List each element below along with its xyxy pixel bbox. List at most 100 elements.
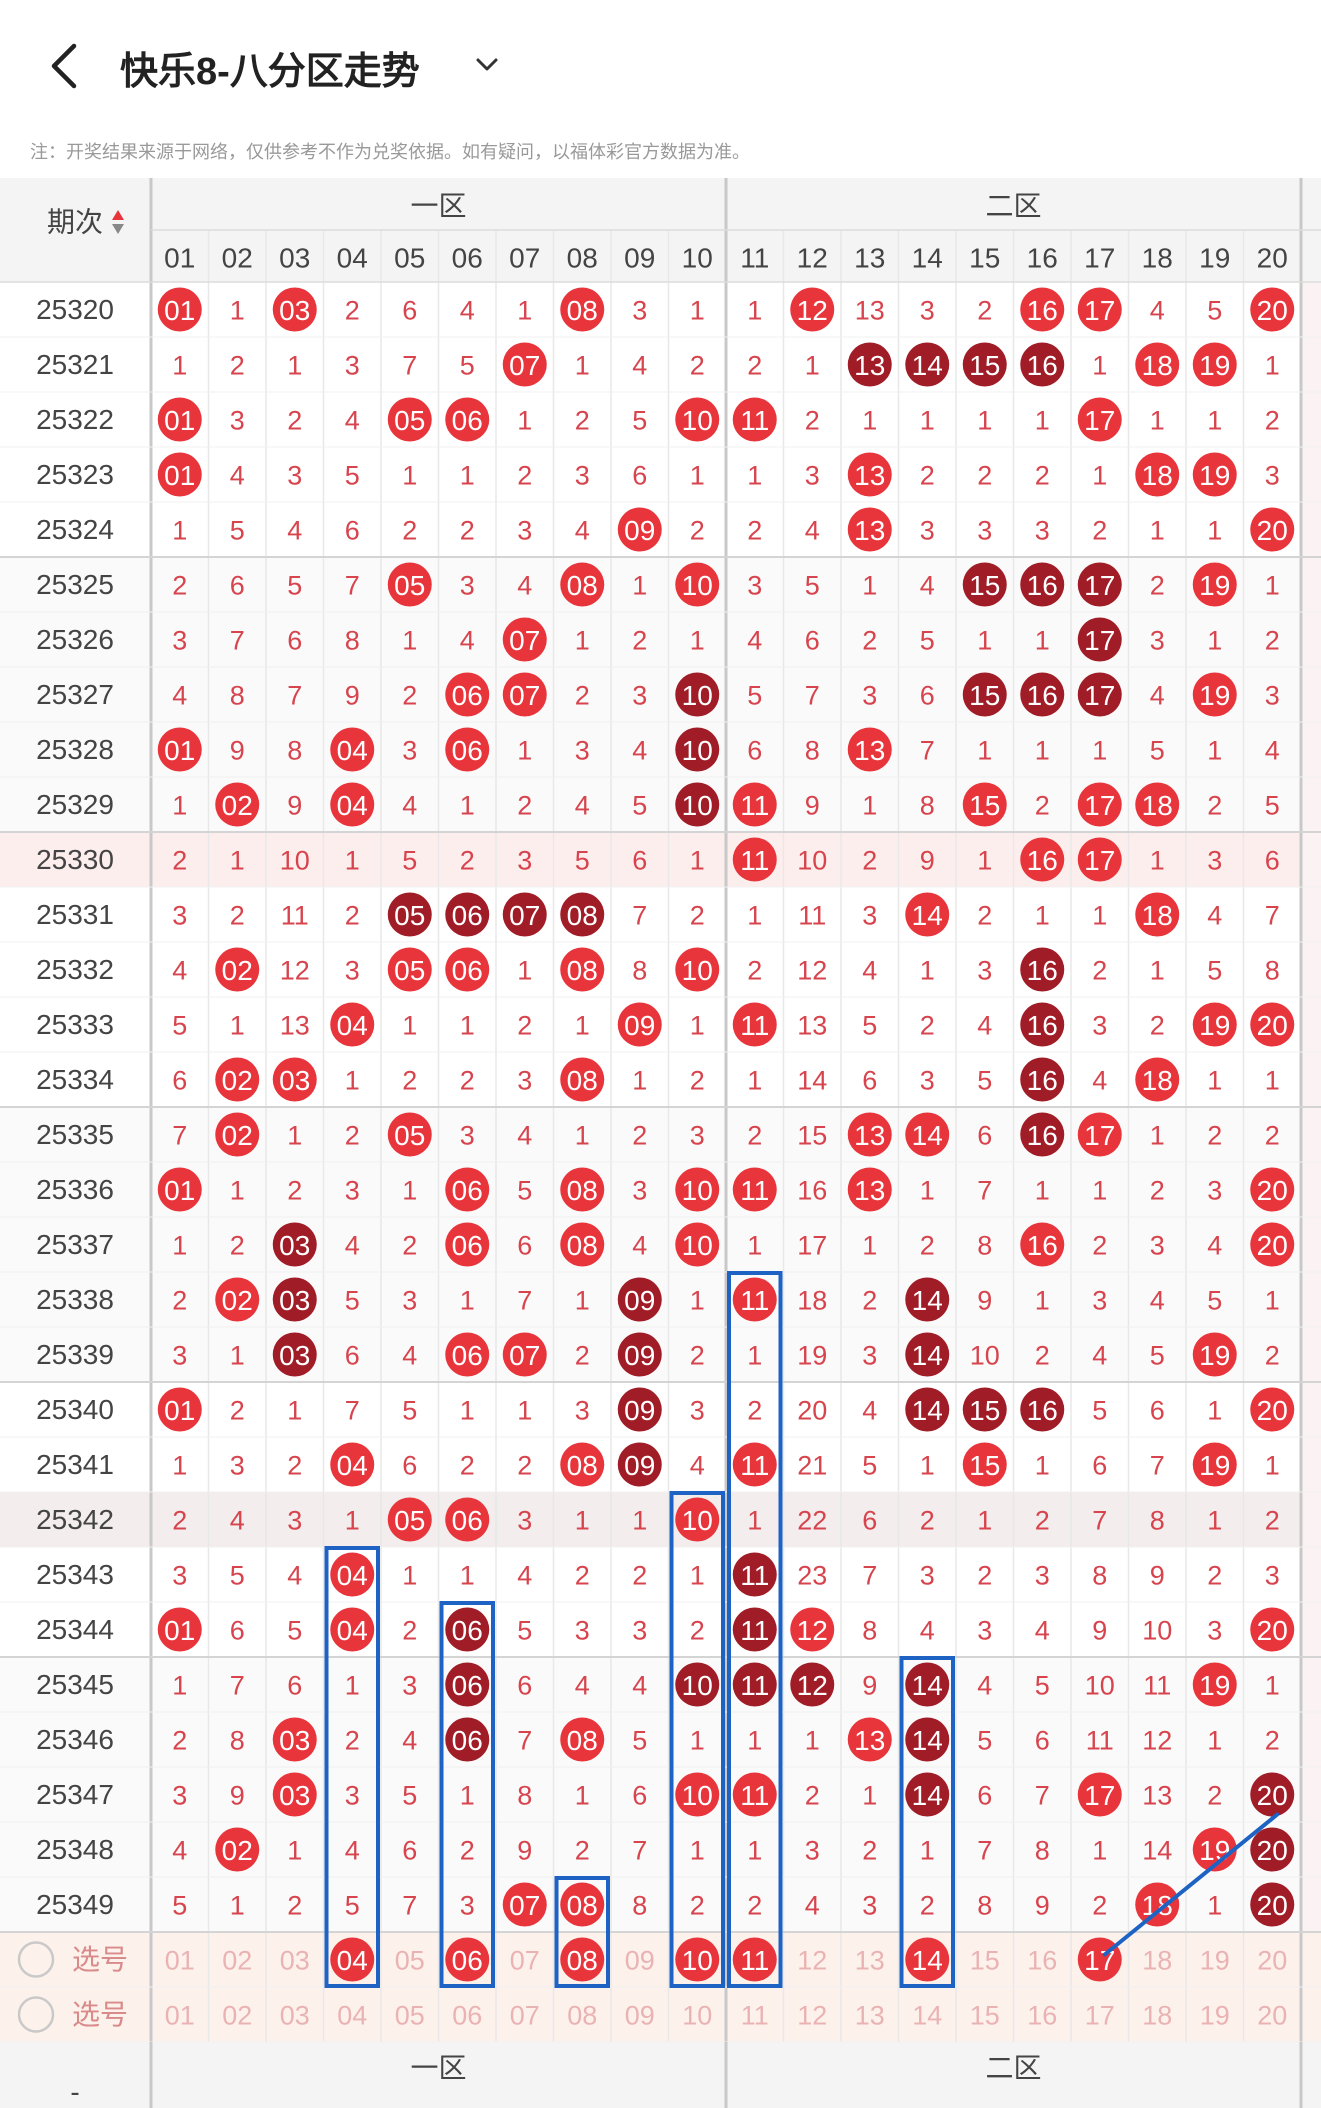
column-header: 08 (567, 243, 598, 274)
page-title[interactable]: 快乐8-八分区走势 (120, 51, 420, 93)
pick-number[interactable]: 13 (855, 2001, 885, 2031)
pick-number[interactable]: 07 (510, 2001, 540, 2031)
pick-ball-selected[interactable] (560, 1937, 605, 1982)
omission-count: 2 (862, 1286, 877, 1316)
pick-number[interactable]: 20 (1257, 1946, 1287, 1976)
drawn-number: 13 (854, 460, 885, 491)
pick-number[interactable]: 03 (280, 1946, 310, 1976)
pick-number[interactable]: 19 (1200, 1946, 1230, 1976)
sort-down-icon[interactable] (112, 224, 124, 234)
omission-count: 7 (402, 351, 417, 381)
omission-count: 3 (517, 516, 532, 546)
omission-count: 3 (632, 681, 647, 711)
pick-number[interactable]: 19 (1200, 2001, 1230, 2031)
pick-number[interactable]: 15 (970, 2001, 1000, 2031)
pick-number[interactable]: 10 (682, 2001, 712, 2031)
omission-count: 4 (345, 1836, 360, 1866)
pick-number[interactable]: 14 (912, 2001, 942, 2031)
pick-label[interactable]: 选号 (72, 1944, 128, 1975)
pick-number[interactable]: 14 (912, 1945, 943, 1976)
drawn-number: 15 (969, 1450, 1000, 1481)
pick-number[interactable]: 05 (395, 1946, 425, 1976)
omission-count: 1 (862, 406, 877, 436)
drawn-number: 10 (682, 1505, 713, 1536)
drawn-number-ball (1135, 892, 1180, 937)
omission-count: 1 (172, 351, 187, 381)
omission-count: 2 (230, 351, 245, 381)
omission-count: 3 (1035, 1561, 1050, 1591)
omission-count: 3 (402, 1671, 417, 1701)
omission-count: 2 (1265, 1341, 1280, 1371)
omission-count: 2 (402, 1231, 417, 1261)
pick-number[interactable]: 17 (1085, 2001, 1115, 2031)
chevron-down-icon[interactable] (472, 50, 502, 80)
pick-number[interactable]: 18 (1142, 2001, 1172, 2031)
pick-number[interactable]: 06 (452, 2001, 482, 2031)
pick-number[interactable]: 05 (395, 2001, 425, 2031)
pick-number[interactable]: 02 (222, 2001, 252, 2031)
drawn-number-ball (445, 1332, 490, 1377)
pick-number[interactable]: 10 (682, 1945, 713, 1976)
drawn-number-ball (445, 672, 490, 717)
pick-radio[interactable] (17, 1941, 55, 1978)
pick-ball-selected[interactable] (675, 1937, 720, 1982)
pick-label[interactable]: 选号 (72, 1999, 128, 2030)
drawn-number-ball (330, 727, 375, 772)
drawn-number: 08 (567, 1175, 598, 1206)
omission-count: 4 (862, 956, 877, 986)
omission-count: 2 (575, 406, 590, 436)
drawn-number-ball (905, 1387, 950, 1432)
omission-count: 2 (402, 1066, 417, 1096)
omission-count: 6 (1265, 846, 1280, 876)
pick-ball-selected[interactable] (445, 1937, 490, 1982)
omission-count: 4 (517, 1561, 532, 1591)
omission-count: 3 (690, 1396, 705, 1426)
omission-count: 5 (345, 1286, 360, 1316)
sort-up-icon[interactable] (112, 210, 124, 220)
pick-number[interactable]: 09 (625, 1946, 655, 1976)
pick-number[interactable]: 06 (452, 1945, 483, 1976)
back-arrow-icon[interactable] (40, 36, 90, 96)
omission-count: 4 (747, 626, 762, 656)
pick-ball-selected[interactable] (732, 1937, 777, 1982)
pick-radio[interactable] (17, 1996, 55, 2033)
omission-count: 1 (402, 461, 417, 491)
drawn-number: 10 (682, 1670, 713, 1701)
pick-number[interactable]: 12 (797, 1946, 827, 1976)
omission-count: 1 (1265, 1671, 1280, 1701)
pick-number[interactable]: 08 (567, 2001, 597, 2031)
pick-number[interactable]: 15 (970, 1946, 1000, 1976)
pick-ball-selected[interactable] (905, 1937, 950, 1982)
pick-number[interactable]: 18 (1142, 1946, 1172, 1976)
pick-number[interactable]: 16 (1027, 1946, 1057, 1976)
pick-number[interactable]: 04 (337, 2001, 367, 2031)
omission-count: 11 (281, 901, 309, 931)
drawn-number: 20 (1257, 1010, 1288, 1041)
drawn-number: 03 (279, 1725, 310, 1756)
drawn-number: 11 (740, 1285, 769, 1316)
pick-number[interactable]: 01 (165, 2001, 195, 2031)
drawn-number-ball (962, 342, 1007, 387)
omission-count: 5 (805, 571, 820, 601)
pick-number[interactable]: 11 (740, 1945, 769, 1976)
pick-number[interactable]: 20 (1257, 2001, 1287, 2031)
pick-number[interactable]: 13 (855, 1946, 885, 1976)
drawn-number-ball (1020, 672, 1065, 717)
omission-count: 2 (517, 1451, 532, 1481)
pick-number[interactable]: 12 (797, 2001, 827, 2031)
drawn-number-ball (330, 782, 375, 827)
omission-count: 2 (1207, 1561, 1222, 1591)
pick-number[interactable]: 02 (222, 1946, 252, 1976)
pick-number[interactable]: 01 (165, 1946, 195, 1976)
pick-ball-selected[interactable] (330, 1937, 375, 1982)
pick-number[interactable]: 09 (625, 2001, 655, 2031)
drawn-number-ball (905, 1332, 950, 1377)
period-header[interactable]: 期次 (47, 207, 103, 238)
pick-number[interactable]: 16 (1027, 2001, 1057, 2031)
pick-number[interactable]: 04 (337, 1945, 368, 1976)
pick-number[interactable]: 08 (567, 1945, 598, 1976)
pick-number[interactable]: 03 (280, 2001, 310, 2031)
omission-count: 2 (747, 1396, 762, 1426)
pick-number[interactable]: 07 (510, 1946, 540, 1976)
pick-number[interactable]: 11 (741, 2001, 769, 2031)
